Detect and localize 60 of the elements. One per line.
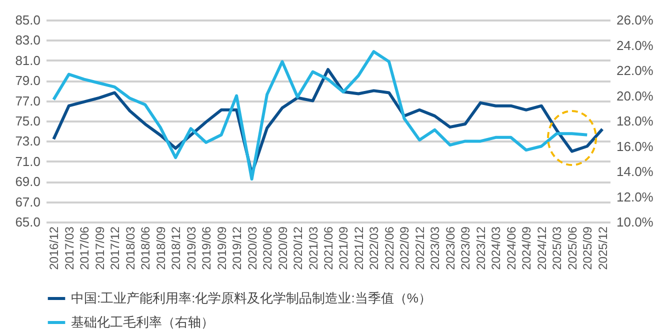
x-tick-label: 2020/09 — [276, 226, 290, 270]
x-tick-label: 2022/03 — [367, 226, 382, 270]
x-tick-label: 2020/06 — [260, 226, 275, 270]
x-tick-label: 2023/06 — [443, 226, 458, 270]
x-tick-label: 2019/03 — [184, 226, 198, 270]
line-series — [52, 50, 589, 181]
x-tick-label: 2025/06 — [565, 226, 580, 270]
x-tick-label: 2022/09 — [398, 226, 412, 270]
x-tick-label: 2023/09 — [458, 226, 473, 270]
y-tick-label: 83.0 — [15, 32, 40, 48]
legend-label: 中国:工业产能利用率:化学原料及化学制品制造业:当季值（%） — [71, 290, 432, 306]
x-tick-label: 2017/09 — [92, 226, 107, 270]
x-tick-label: 2020/03 — [245, 226, 260, 270]
x-tick-label: 2018/12 — [169, 226, 184, 270]
x-tick-label: 2021/09 — [336, 226, 351, 270]
y-tick-label: 65.0 — [15, 214, 40, 230]
x-tick-label: 2021/06 — [322, 226, 336, 270]
y2-tick-label: 10.0% — [616, 214, 654, 230]
y2-tick-label: 22.0% — [616, 63, 654, 78]
y-tick-label: 79.0 — [15, 73, 40, 88]
y2-tick-label: 26.0% — [616, 12, 654, 28]
y2-tick-label: 18.0% — [616, 114, 654, 128]
x-tick-label: 2017/06 — [78, 226, 92, 270]
y-tick-label: 85.0 — [15, 12, 40, 28]
y2-tick-label: 14.0% — [616, 164, 654, 179]
y-tick-label: 69.0 — [15, 174, 40, 190]
y2-tick-label: 12.0% — [616, 189, 654, 204]
y-tick-label: 67.0 — [15, 194, 40, 210]
x-tick-label: 2025/09 — [580, 226, 595, 270]
y-tick-label: 77.0 — [15, 93, 40, 108]
x-tick-label: 2021/12 — [352, 226, 366, 270]
legend-label: 基础化工毛利率（右轴） — [71, 314, 214, 330]
y-tick-label: 75.0 — [15, 114, 40, 128]
x-tick-label: 2025/12 — [596, 226, 610, 270]
x-tick-label: 2024/09 — [520, 226, 534, 270]
x-tick-label: 2019/12 — [230, 226, 244, 270]
x-tick-label: 2017/12 — [108, 226, 122, 270]
x-tick-label: 2022/12 — [412, 226, 427, 270]
x-tick-label: 2020/12 — [291, 226, 306, 270]
y-tick-label: 71.0 — [15, 154, 40, 169]
x-tick-label: 2023/12 — [474, 226, 488, 270]
y-tick-label: 73.0 — [15, 134, 40, 149]
x-tick-label: 2017/03 — [62, 226, 76, 270]
x-tick-label: 2021/03 — [306, 226, 320, 270]
y2-tick-label: 20.0% — [616, 88, 654, 104]
y2-tick-label: 24.0% — [616, 38, 654, 53]
y-tick-label: 81.0 — [15, 52, 40, 68]
x-tick-label: 2019/06 — [200, 226, 214, 270]
x-tick-label: 2016/12 — [47, 226, 62, 270]
y2-tick-label: 16.0% — [616, 138, 654, 154]
x-tick-label: 2024/12 — [534, 226, 549, 270]
x-tick-label: 2024/03 — [489, 226, 504, 270]
x-tick-label: 2023/03 — [428, 226, 442, 270]
x-tick-label: 2018/06 — [138, 226, 153, 270]
x-tick-label: 2018/03 — [123, 226, 138, 270]
x-tick-label: 2024/06 — [504, 226, 518, 270]
x-tick-label: 2025/03 — [550, 226, 564, 270]
x-tick-label: 2022/06 — [382, 226, 396, 270]
x-tick-label: 2019/09 — [214, 226, 229, 270]
x-tick-label: 2018/09 — [154, 226, 168, 270]
